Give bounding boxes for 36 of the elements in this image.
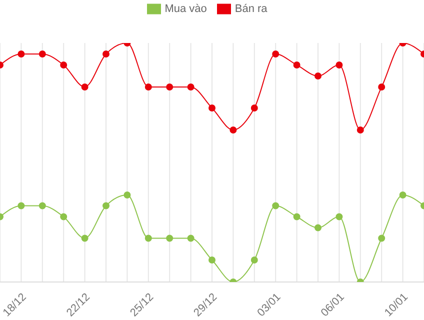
point: [272, 50, 280, 58]
point: [250, 256, 258, 264]
point: [187, 83, 194, 90]
point: [81, 83, 88, 90]
point: [272, 202, 280, 210]
point: [102, 50, 110, 58]
point: [378, 83, 386, 90]
point: [18, 50, 25, 58]
point: [336, 61, 343, 68]
point: [38, 50, 46, 58]
point: [166, 83, 174, 90]
point: [187, 234, 194, 242]
point: [166, 234, 174, 242]
point: [124, 192, 131, 199]
point: [250, 104, 258, 112]
point: [102, 202, 110, 210]
point: [293, 213, 300, 220]
point: [18, 202, 25, 210]
point: [81, 234, 88, 242]
point: [293, 61, 300, 68]
point: [230, 126, 237, 134]
point: [144, 234, 152, 242]
point: [38, 202, 46, 210]
legend-label: Mua vào: [164, 2, 207, 15]
point: [208, 104, 216, 112]
legend-label: Bán ra: [234, 2, 268, 15]
point: [378, 234, 386, 242]
point: [399, 192, 406, 199]
point: [314, 224, 322, 232]
point: [60, 61, 68, 68]
point: [356, 126, 364, 134]
point: [336, 213, 343, 220]
point: [60, 213, 68, 220]
point: [208, 256, 216, 264]
point: [144, 83, 152, 90]
point: [314, 72, 322, 80]
